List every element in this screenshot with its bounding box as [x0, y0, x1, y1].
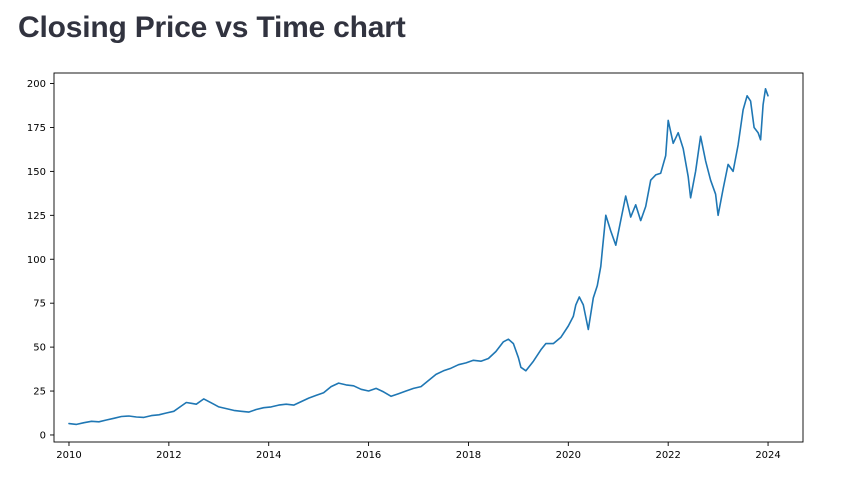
y-tick-label: 150: [27, 167, 46, 178]
y-tick-label: 100: [27, 255, 46, 266]
y-tick-label: 125: [27, 211, 46, 222]
x-tick-label: 2020: [556, 450, 581, 461]
y-tick-label: 0: [40, 430, 46, 441]
plot-frame: [53, 72, 804, 443]
x-tick-label: 2012: [156, 450, 181, 461]
page-title: Closing Price vs Time chart: [18, 11, 406, 44]
x-tick-label: 2024: [755, 450, 780, 461]
y-tick-label: 50: [33, 343, 46, 354]
series-line-closing-price: [68, 88, 769, 426]
y-tick-label: 75: [33, 299, 46, 310]
x-tick-label: 2014: [256, 450, 281, 461]
x-tick-label: 2018: [456, 450, 481, 461]
y-tick-label: 25: [33, 387, 46, 398]
y-axis-ticks: 0 25 50 75 100 125 150 175 200: [27, 79, 54, 441]
y-tick-label: 175: [27, 123, 46, 134]
chart-container: 2010 2012 2014 2016 2018 2020 2022 2024 0 25 50 75…: [0, 60, 843, 480]
x-tick-label: 2016: [356, 450, 381, 461]
x-axis-ticks: 2010 2012 2014 2016 2018 2020 2022 2024: [56, 442, 781, 461]
x-tick-label: 2022: [655, 450, 680, 461]
line-chart: 2010 2012 2014 2016 2018 2020 2022 2024 0 25 50 75…: [27, 72, 804, 461]
y-tick-label: 200: [27, 79, 46, 90]
x-tick-label: 2010: [56, 450, 81, 461]
